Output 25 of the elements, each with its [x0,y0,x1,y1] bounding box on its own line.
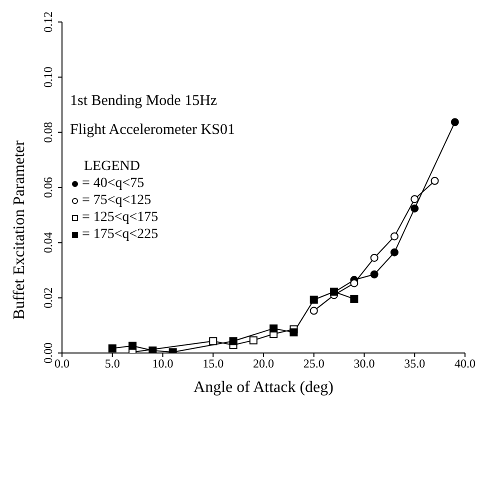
x-tick-label: 0.0 [54,356,70,371]
x-tick-label: 30.0 [354,356,375,371]
x-tick-label: 40.0 [454,356,476,371]
y-tick-label: 0.10 [41,66,55,88]
y-tick-label: 0.04 [41,232,55,254]
x-tick-label: 35.0 [404,356,426,371]
y-tick-label: 0.06 [41,177,55,198]
legend-label: = 125<q<175 [82,209,158,226]
annotation: Flight Accelerometer KS01 [70,122,235,139]
x-tick-label: 20.0 [253,356,274,371]
legend-label: = 75<q<125 [82,192,152,209]
y-axis-title: Buffet Excitation Parameter [11,140,29,320]
y-tick-label: 0.08 [41,122,55,143]
legend-label: = 175<q<225 [82,226,158,243]
legend-label: = 40<q<75 [82,175,144,192]
x-tick-label: 25.0 [303,356,324,371]
x-tick-label: 5.0 [104,356,120,371]
x-tick-label: 15.0 [202,356,224,371]
x-axis-title: Angle of Attack (deg) [194,379,334,396]
annotation: 1st Bending Mode 15Hz [70,93,218,110]
x-tick-label: 10.0 [152,356,174,371]
legend-title: LEGEND [83,158,141,175]
y-tick-label: 0.12 [41,12,55,32]
y-tick-label: 0.02 [41,287,55,308]
y-tick-label: 0.00 [41,342,55,364]
